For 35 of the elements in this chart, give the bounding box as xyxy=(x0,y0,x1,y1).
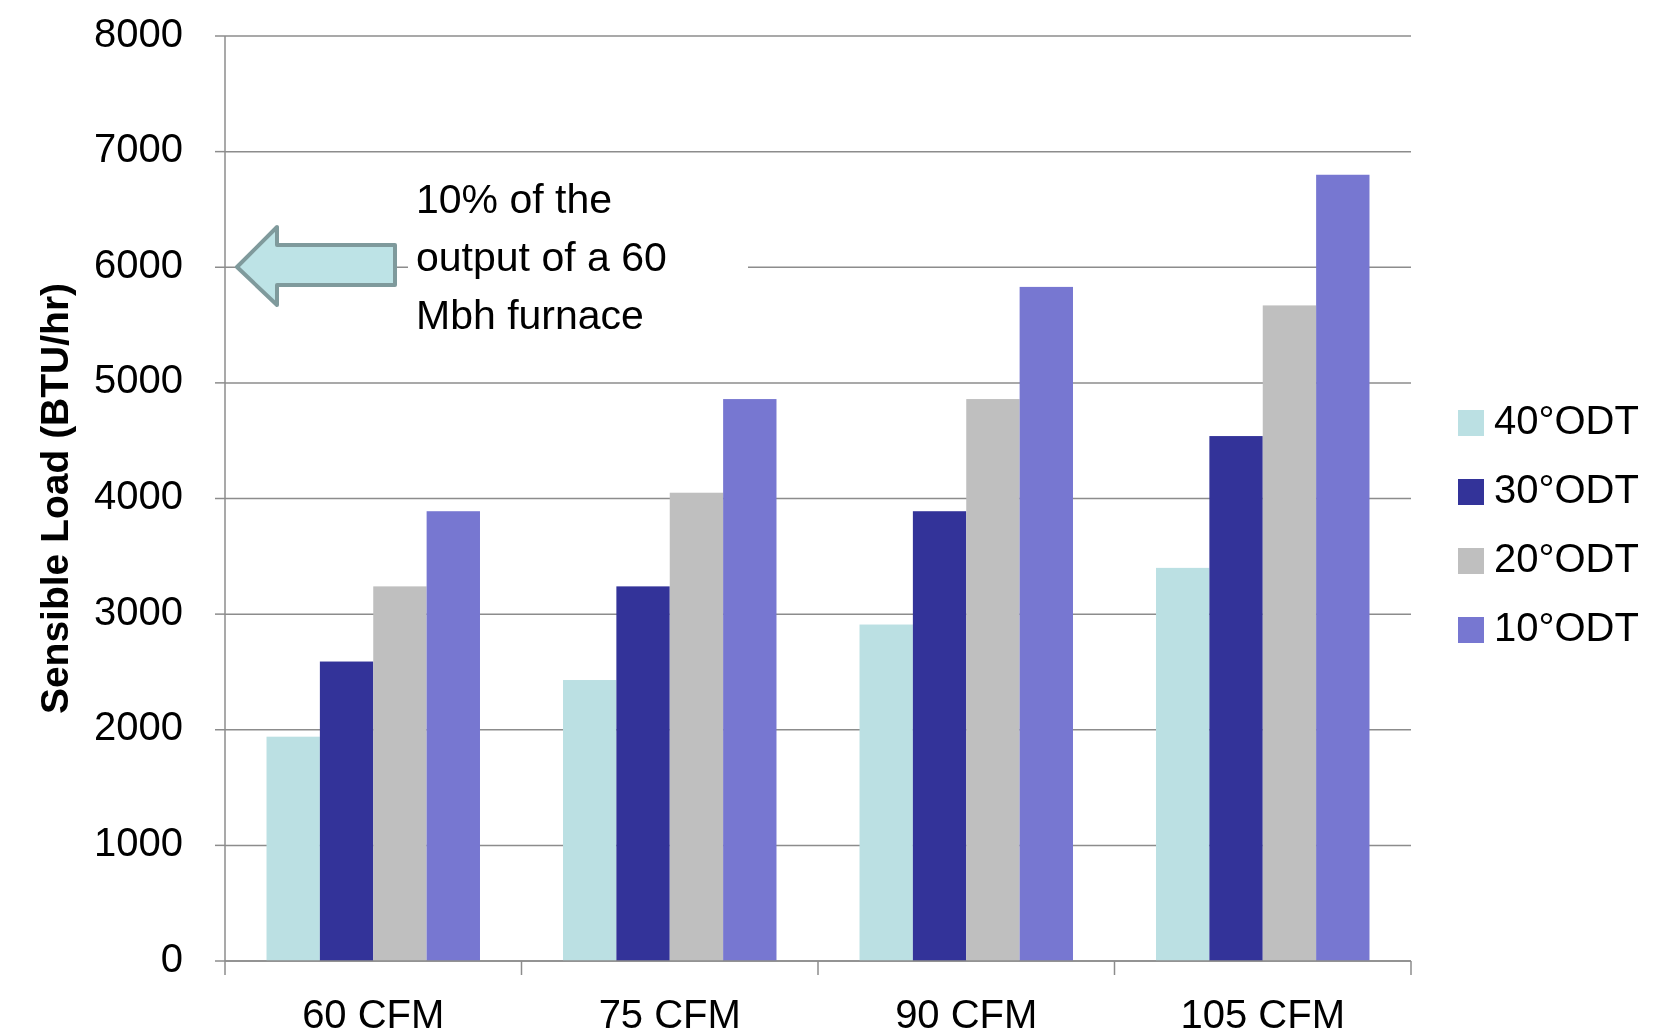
bar xyxy=(373,586,427,961)
bar xyxy=(616,586,670,961)
bar xyxy=(1262,305,1317,961)
bar xyxy=(426,511,480,961)
bar xyxy=(563,680,617,961)
annotation: 10% of the output of a 60 Mbh furnace xyxy=(416,175,667,338)
x-tick-label: 60 CFM xyxy=(302,991,445,1032)
y-tick-label: 6000 xyxy=(94,241,183,286)
bar xyxy=(669,492,724,961)
bar xyxy=(1209,436,1263,961)
y-tick-label: 4000 xyxy=(94,473,183,518)
bar xyxy=(859,624,913,961)
y-tick-label: 7000 xyxy=(94,126,183,171)
legend-label: 20°ODT xyxy=(1494,535,1639,580)
legend-label: 30°ODT xyxy=(1494,466,1639,511)
y-tick-label: 1000 xyxy=(94,819,183,864)
y-tick-label: 0 xyxy=(160,935,183,980)
y-tick-label: 2000 xyxy=(94,704,183,749)
legend-label: 10°ODT xyxy=(1494,604,1639,649)
bar xyxy=(1316,174,1370,961)
y-tick-label: 5000 xyxy=(94,357,183,402)
bar xyxy=(266,736,320,961)
bar xyxy=(1156,567,1210,961)
bar xyxy=(1019,286,1073,961)
bar xyxy=(319,661,374,961)
bar xyxy=(966,399,1020,961)
x-tick-label: 105 CFM xyxy=(1180,991,1345,1032)
x-tick-label: 75 CFM xyxy=(598,991,741,1032)
legend-label: 40°ODT xyxy=(1494,397,1639,442)
bar xyxy=(912,511,967,961)
y-tick-label: 8000 xyxy=(94,10,183,55)
y-tick-label: 3000 xyxy=(94,588,183,633)
x-tick-label: 90 CFM xyxy=(895,991,1038,1032)
y-axis-title: Sensible Load (BTU/hr) xyxy=(33,282,77,715)
bar xyxy=(723,399,777,961)
